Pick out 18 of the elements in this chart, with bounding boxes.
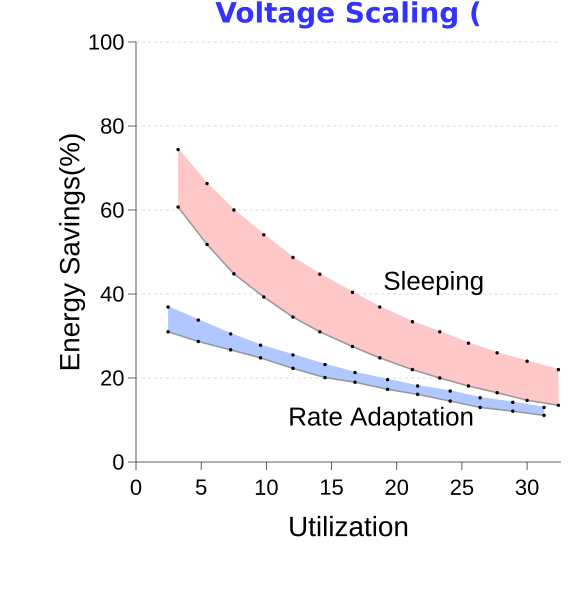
x-tick-label: 5	[196, 480, 206, 495]
x-tick-label: 20	[386, 480, 408, 496]
y-tick-label: 40	[100, 286, 124, 302]
x-tick-label: 10	[256, 480, 278, 496]
x-tick-label: 25	[450, 480, 474, 496]
y-tick-label: 0	[113, 454, 124, 470]
x-axis-title: Utilization	[290, 516, 408, 536]
y-tick-label: 100	[90, 34, 124, 50]
chart-title: Voltage Scaling (	[215, 1, 480, 28]
x-tick-label: 15	[321, 480, 343, 495]
series-label: Sleeping	[384, 270, 482, 296]
y-axis-title: Energy Savings(%)	[59, 134, 86, 370]
y-tick-label: 60	[101, 202, 124, 218]
x-tick-label: 0	[130, 480, 142, 496]
x-tick-label: 30	[516, 480, 538, 496]
series-label: Rate Adaptation	[290, 406, 472, 431]
y-tick-label: 80	[101, 118, 124, 134]
y-tick-label: 20	[101, 370, 124, 386]
